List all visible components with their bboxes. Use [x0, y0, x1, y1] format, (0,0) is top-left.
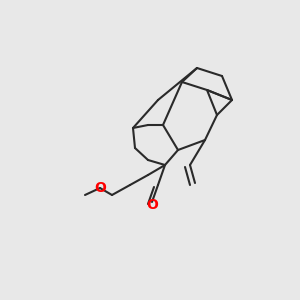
Text: O: O [146, 198, 158, 212]
Text: O: O [94, 181, 106, 195]
